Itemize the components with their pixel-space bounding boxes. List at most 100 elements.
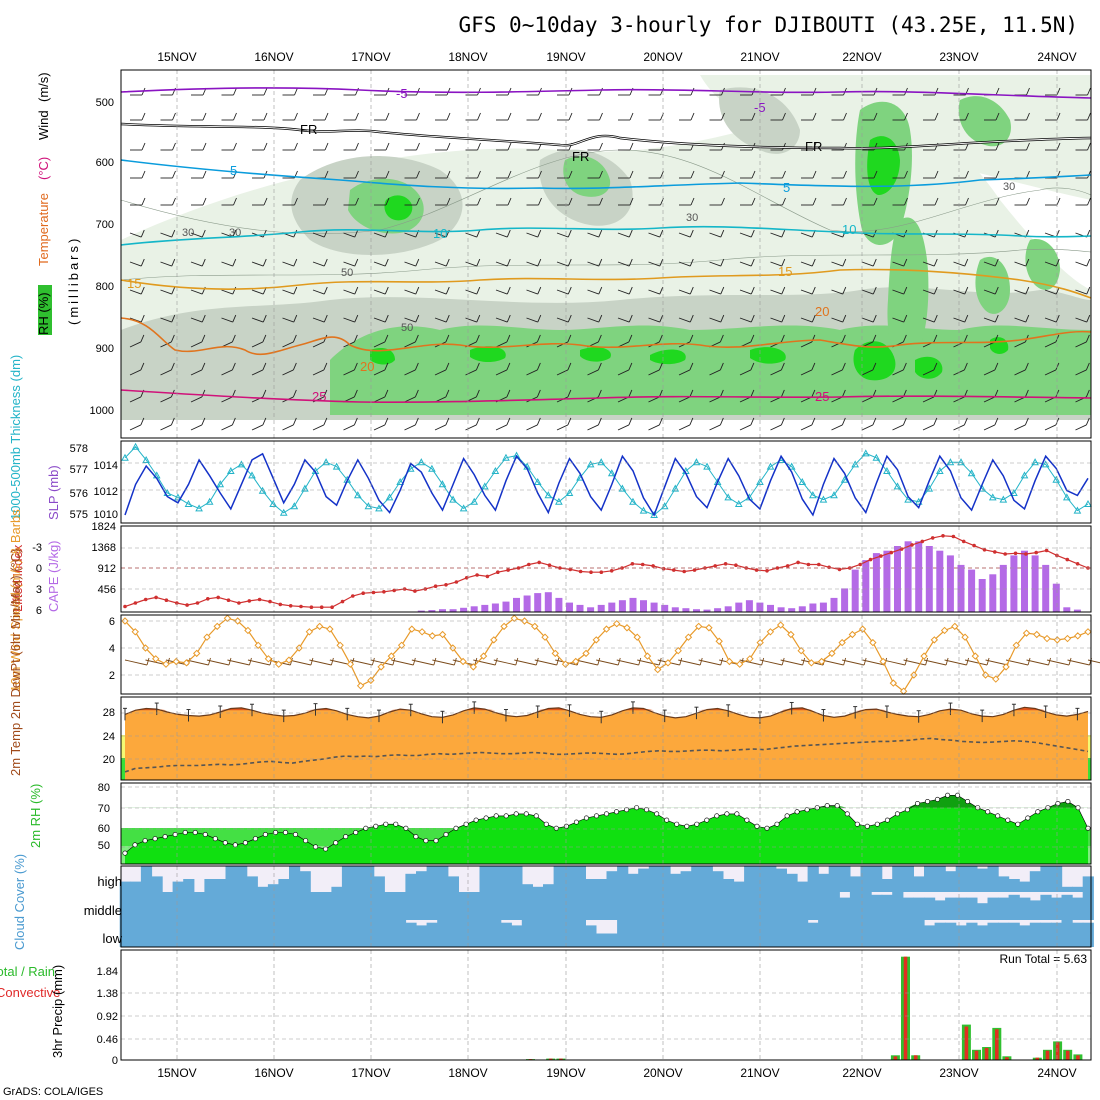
cloud-bar (691, 866, 703, 892)
cloud-bar (595, 892, 608, 920)
wind-barb (160, 142, 176, 151)
wind-barb (221, 142, 237, 151)
wind-barb (770, 286, 786, 295)
wind10m-barb (493, 657, 519, 666)
li-marker (640, 562, 645, 567)
rh-marker (363, 825, 369, 831)
cape-bar (883, 550, 891, 612)
li-marker (247, 599, 252, 603)
thickness-marker (131, 442, 140, 450)
rh-marker (654, 811, 660, 817)
li-marker (413, 589, 417, 593)
wind-barb (160, 197, 176, 206)
cape-bars (407, 541, 1081, 612)
wind-barb (495, 258, 511, 267)
wind-barb (770, 258, 786, 267)
cloud-bar (490, 892, 502, 920)
ylabel-li: Lifted Index (10, 544, 25, 612)
isotherm-label: 20 (360, 359, 374, 374)
wind-barb (709, 417, 724, 431)
wind10m-marker (951, 622, 959, 631)
wind-barb (160, 286, 176, 295)
rh-marker (854, 821, 860, 827)
wind-barb (983, 334, 999, 348)
cape-bar (491, 603, 499, 612)
ylabel-temperature: Temperature (36, 193, 51, 266)
li-marker (609, 569, 614, 573)
wind10m-barb (206, 657, 232, 666)
cloud-bar (1008, 894, 1020, 920)
wind-barb (587, 258, 603, 267)
wind10m-barb (780, 657, 806, 666)
wind10m-marker (1022, 629, 1031, 637)
cloud-level-low: low (102, 931, 122, 946)
wind-barb (221, 417, 236, 431)
li-marker (195, 601, 200, 605)
rh-marker (754, 823, 760, 829)
rh-marker (704, 817, 710, 823)
cape-bar (439, 609, 446, 612)
cloud-bar (215, 892, 227, 920)
wind-barb (1014, 417, 1029, 431)
pressure-axis: 500 600 700 800 900 1000 (90, 97, 114, 417)
wind10m-marker (490, 636, 498, 644)
ylabel-thickness: 1000-500mb Thickness (dm) (8, 355, 23, 520)
freezing-label: FR (572, 149, 589, 164)
cape-bar (777, 607, 785, 612)
rh-marker (824, 803, 830, 809)
thickness-marker (480, 482, 489, 490)
thickness-marker (1010, 488, 1018, 496)
wind-barb (496, 197, 512, 206)
li-tick: 6 (36, 605, 42, 617)
wind10m-marker (930, 636, 939, 644)
li-marker (268, 599, 272, 604)
cloud-bar (1082, 892, 1094, 920)
cloud-bar (1008, 922, 1020, 947)
cloud-bar (754, 866, 766, 892)
cloud-bar (860, 920, 872, 947)
thickness-marker (936, 466, 944, 474)
wind-barb (709, 258, 725, 267)
cape-bar (862, 560, 870, 612)
wind-barb (1075, 417, 1090, 431)
date-label-bottom: 21NOV (740, 1066, 779, 1080)
wind-barb (282, 314, 298, 323)
wind-barb (495, 334, 511, 348)
thickness-marker (999, 495, 1008, 503)
wind-barb (831, 112, 847, 121)
wind10m-marker (602, 625, 611, 633)
wind10m-marker (387, 652, 396, 660)
wind10m-barb (1087, 659, 1100, 664)
isotherms (120, 87, 1092, 403)
cloud-bar (617, 892, 629, 920)
wind-barb (1014, 112, 1030, 121)
rh-marker (794, 809, 800, 815)
rh-marker (914, 800, 920, 806)
rh-marker (393, 821, 399, 827)
thickness-marker (226, 466, 235, 474)
thickness-marker (491, 466, 500, 474)
li-marker (123, 604, 127, 609)
rh-marker (1005, 817, 1011, 823)
wind-barb (130, 142, 146, 151)
cloud-bar (426, 922, 438, 947)
thickness-slp-panel: 578 577 576 575 1014 1012 1010 1000-500m… (8, 355, 1092, 521)
wind-barb (465, 286, 481, 295)
wind-barb (282, 112, 298, 121)
wind10m-marker (152, 655, 160, 663)
isotherm-5 (120, 159, 1092, 190)
wind-barb (618, 170, 634, 179)
thickness-marker (1062, 493, 1071, 501)
cloud-bar (299, 871, 311, 892)
wind-barb (343, 362, 358, 376)
cloud-bar (902, 920, 914, 947)
wind-barb (190, 417, 206, 431)
rh-marker (192, 829, 198, 835)
precip-convective-bar (974, 1050, 979, 1060)
cloud-bar (416, 925, 428, 947)
cloud-bar (627, 892, 639, 920)
cape-bar (915, 541, 923, 612)
cloud-bar (373, 876, 385, 892)
wind-barb (770, 197, 786, 206)
rh-label: 50 (401, 322, 413, 334)
